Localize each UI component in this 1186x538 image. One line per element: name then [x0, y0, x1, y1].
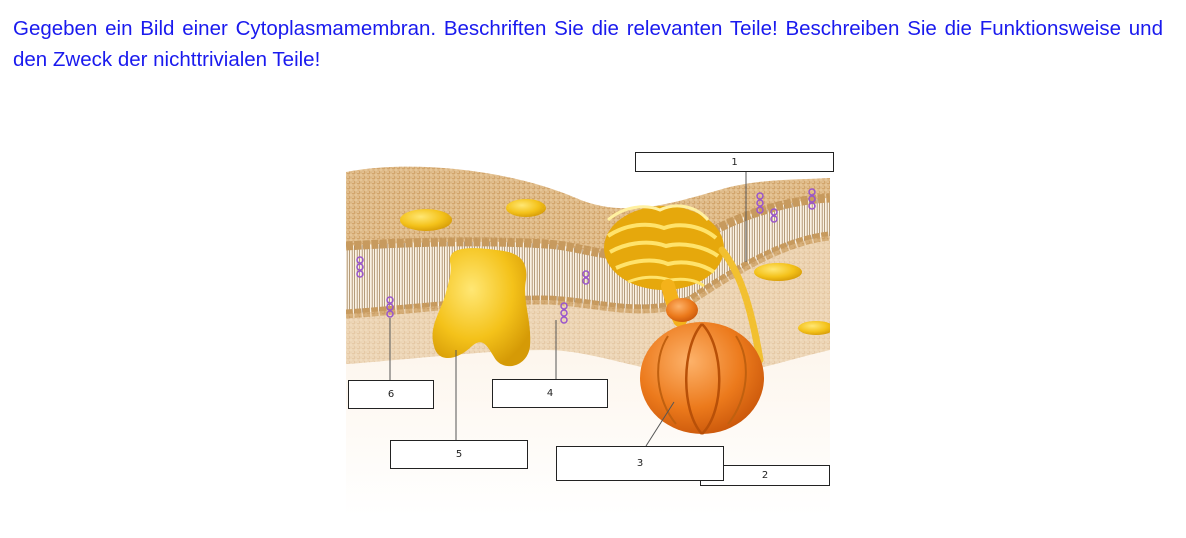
surface-protein-blob [400, 209, 452, 231]
surface-protein-blob [754, 263, 802, 281]
outer-head-row [345, 193, 831, 262]
label-box-6[interactable]: 6 [348, 380, 434, 409]
label-box-3[interactable]: 3 [556, 446, 724, 481]
transmembrane-channel-protein [432, 248, 531, 367]
cholesterol-molecules [356, 188, 816, 324]
label-box-5[interactable]: 5 [390, 440, 528, 469]
label-box-1[interactable]: 1 [635, 152, 834, 172]
membrane-outer-surface [346, 166, 830, 258]
surface-protein-blob [798, 321, 834, 335]
leader-line-3 [645, 401, 675, 447]
label-box-4[interactable]: 4 [492, 379, 608, 408]
question-text: Gegeben ein Bild einer Cytoplasmamembran… [13, 17, 1163, 71]
surface-protein-blob [506, 199, 546, 217]
